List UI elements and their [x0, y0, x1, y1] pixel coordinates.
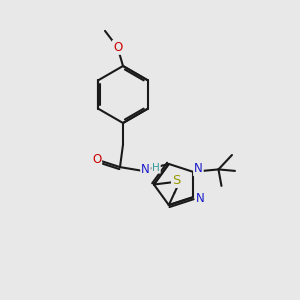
Text: O: O — [113, 41, 122, 54]
Text: S: S — [172, 174, 180, 187]
Text: N: N — [141, 163, 150, 176]
Text: N: N — [194, 162, 203, 175]
Text: O: O — [92, 152, 101, 166]
Text: H: H — [152, 163, 160, 173]
Text: N: N — [196, 192, 205, 205]
